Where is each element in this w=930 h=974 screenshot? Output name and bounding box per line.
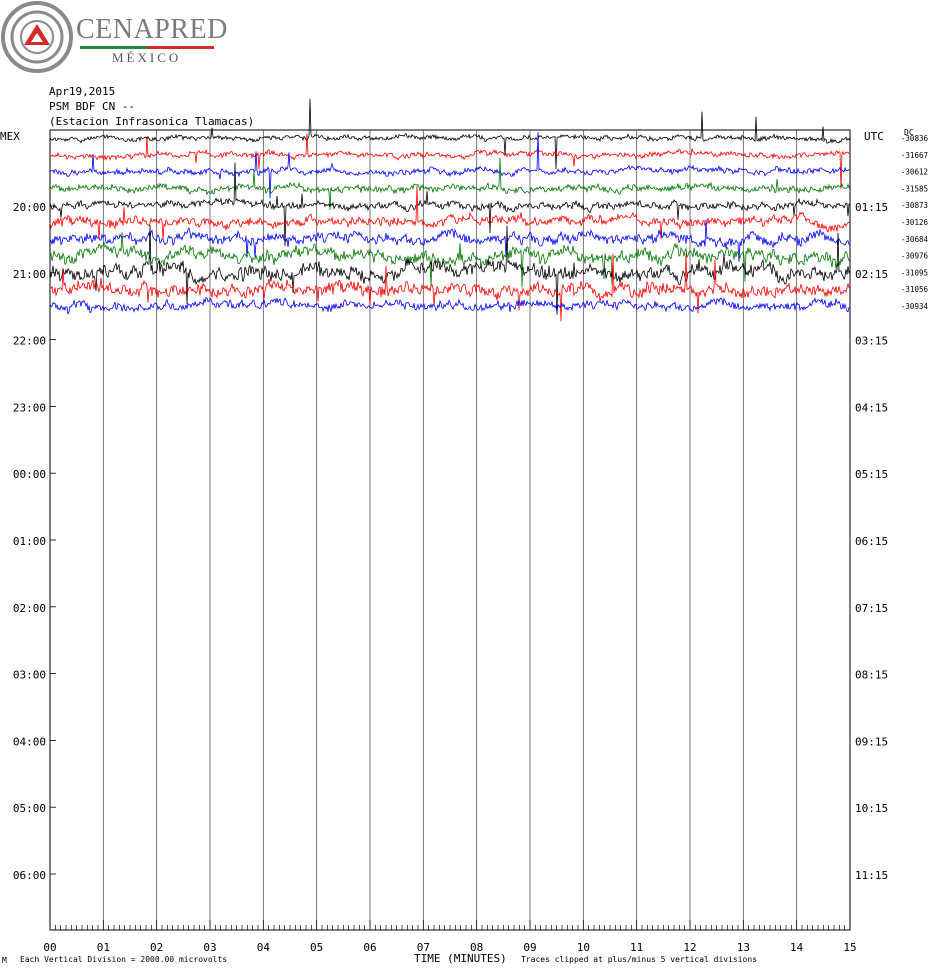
dc-offset-label: -31056 [901,285,929,294]
right-timezone-label: UTC [864,130,884,143]
left-time-label: 20:00 [13,201,46,214]
left-time-label: 03:00 [13,669,46,682]
right-time-label: 03:15 [855,335,888,348]
dc-offset-label: -30976 [901,252,929,261]
x-tick-label: 14 [790,941,804,954]
dc-offset-label: -30836 [901,134,929,143]
x-tick-label: 05 [310,941,323,954]
dc-label: DC [904,128,914,137]
trace-line [49,219,851,262]
header-date: Apr19,2015 [49,85,116,98]
trace-line [49,253,851,322]
scale-note: Each Vertical Division = 2000.00 microvo… [20,955,228,964]
dc-offset-label: -30873 [901,201,928,210]
logo-country: MÉXICO [112,50,182,65]
left-time-label: 06:00 [13,869,46,882]
left-timezone-label: MEX [0,130,20,143]
x-tick-label: 09 [523,941,536,954]
dc-offset-label: -30934 [901,302,929,311]
dc-offset-label: -31585 [901,184,928,193]
right-time-label: 05:15 [855,468,888,481]
trace-line [49,98,851,170]
right-time-label: 08:15 [855,669,888,682]
trace-line [49,231,851,288]
trace-line [49,296,851,315]
trace-line [49,162,851,247]
cenapred-emblem-icon [1,1,73,73]
left-time-label: 00:00 [13,468,46,481]
right-time-label: 07:15 [855,602,888,615]
x-tick-label: 08 [470,941,483,954]
left-time-label: 22:00 [13,335,46,348]
x-tick-label: 02 [150,941,163,954]
dc-offset-label: -31095 [901,268,928,277]
x-tick-label: 12 [683,941,696,954]
dc-offset-label: -31667 [901,151,928,160]
dc-offset-label: -30612 [901,168,928,177]
left-time-label: 21:00 [13,268,46,281]
trace-line [49,157,851,210]
x-tick-label: 00 [43,941,56,954]
trace-line [49,224,851,315]
left-time-label: 04:00 [13,735,46,748]
x-tick-label: 15 [843,941,856,954]
x-tick-label: 11 [630,941,643,954]
x-tick-label: 01 [97,941,110,954]
header-station-code: PSM BDF CN -- [49,100,136,113]
trace-line [49,132,851,199]
dc-offset-label: -30126 [901,218,929,227]
header-station-name: (Estacion Infrasonica Tlamacas) [49,115,255,128]
left-time-label: 01:00 [13,535,46,548]
left-time-label: 02:00 [13,602,46,615]
clip-note: Traces clipped at plus/minus 5 vertical … [521,955,758,964]
trace-line [49,185,851,241]
x-tick-label: 06 [363,941,376,954]
x-tick-label: 07 [417,941,430,954]
right-time-label: 10:15 [855,802,888,815]
right-time-label: 09:15 [855,735,888,748]
left-time-label: 23:00 [13,401,46,414]
right-time-label: 01:15 [855,201,888,214]
logo-color-bar [80,46,214,49]
right-time-label: 04:15 [855,401,888,414]
right-time-label: 11:15 [855,869,888,882]
trace-line [49,133,851,190]
x-axis-label: TIME (MINUTES) [414,952,507,965]
corner-mark: M [2,956,7,965]
left-time-label: 05:00 [13,802,46,815]
logo-brand: CENAPRED [76,14,228,45]
x-tick-label: 13 [737,941,750,954]
x-tick-label: 10 [577,941,590,954]
x-tick-label: 04 [257,941,271,954]
dc-offset-label: -30684 [901,235,929,244]
right-time-label: 06:15 [855,535,888,548]
cenapred-logo: CENAPRED MÉXICO [0,0,230,78]
right-time-label: 02:15 [855,268,888,281]
x-tick-label: 03 [203,941,216,954]
